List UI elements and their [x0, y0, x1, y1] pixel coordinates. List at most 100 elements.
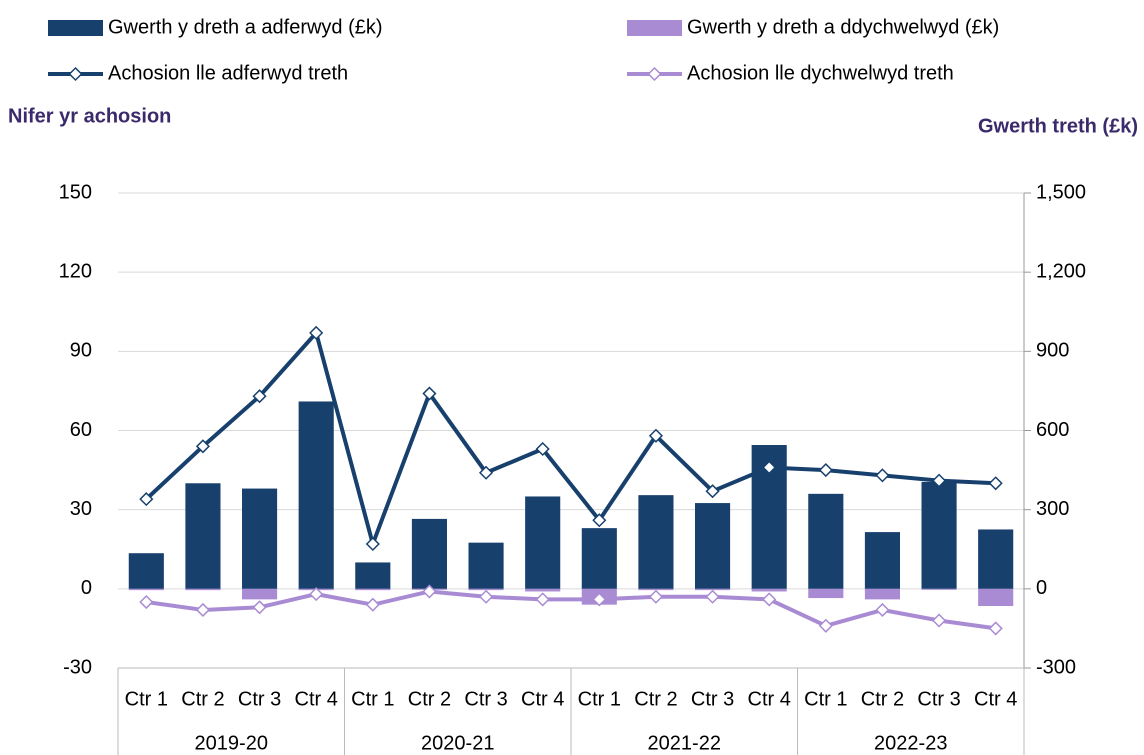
line-marker [252, 389, 267, 404]
x-tick-label: Ctr 1 [125, 688, 168, 710]
legend-label: Gwerth y dreth a ddychwelwyd (£k) [687, 16, 999, 38]
line-marker [479, 465, 494, 480]
line-marker [422, 584, 437, 599]
bar [298, 401, 334, 589]
line-marker [422, 386, 437, 401]
bar [638, 588, 674, 591]
y2-tick-label: 600 [1036, 419, 1069, 441]
line-marker [592, 513, 607, 528]
bar [921, 481, 957, 589]
legend-swatch [48, 20, 103, 36]
bar [355, 562, 391, 589]
legend-label: Achosion lle dychwelwyd treth [687, 62, 954, 84]
x-tick-label: Ctr 3 [917, 688, 960, 710]
line-marker [195, 439, 210, 454]
legend-swatch [627, 20, 682, 36]
x-tick-label: Ctr 1 [351, 688, 394, 710]
line-marker [139, 492, 154, 507]
y2-axis-title: Gwerth treth (£k) [978, 115, 1138, 137]
line-marker [365, 536, 380, 552]
line-marker [535, 441, 550, 457]
bar [864, 588, 900, 600]
x-tick-label: Ctr 4 [295, 688, 338, 710]
bar [185, 483, 221, 589]
bar [185, 588, 221, 591]
group-label: 2020-21 [421, 732, 494, 754]
y2-tick-label: 1,200 [1036, 260, 1086, 282]
line-marker [252, 600, 267, 615]
x-tick-label: Ctr 4 [974, 688, 1017, 710]
line-marker [932, 613, 947, 628]
y-tick-label: 60 [70, 419, 92, 441]
line-marker [875, 602, 890, 618]
line-marker [705, 484, 720, 499]
line-marker [988, 476, 1003, 491]
bar [695, 503, 731, 589]
line-marker [648, 589, 663, 604]
line-marker [705, 589, 720, 604]
line-marker [309, 325, 324, 340]
bar [242, 588, 278, 600]
line-marker [139, 594, 154, 610]
bar [128, 553, 164, 589]
x-tick-label: Ctr 3 [238, 688, 281, 710]
line [144, 330, 996, 546]
y-tick-label: 90 [70, 340, 92, 362]
x-tick-label: Ctr 2 [408, 688, 451, 710]
y2-tick-label: 0 [1036, 577, 1047, 599]
bar [355, 588, 391, 591]
x-tick-label: Ctr 2 [181, 688, 224, 710]
line-marker [875, 468, 890, 483]
legend-swatch-marker [647, 66, 662, 82]
y2-tick-label: 1,500 [1036, 181, 1086, 203]
bar [468, 542, 504, 589]
bar [978, 529, 1014, 589]
legend-label: Gwerth y dreth a adferwyd (£k) [108, 16, 383, 38]
x-tick-label: Ctr 4 [748, 688, 791, 710]
line [146, 589, 996, 631]
line-marker [195, 602, 210, 618]
y2-tick-label: 300 [1036, 498, 1069, 520]
bar [128, 588, 164, 591]
bar [864, 532, 900, 589]
y-tick-label: 0 [81, 577, 92, 599]
group-label: 2022-23 [874, 732, 947, 754]
bar [638, 495, 674, 589]
bar [921, 588, 957, 590]
x-tick-label: Ctr 2 [861, 688, 904, 710]
y2-tick-label: 900 [1036, 340, 1069, 362]
y2-tick-label: -300 [1036, 656, 1076, 678]
group-label: 2021-22 [648, 732, 721, 754]
line-marker [988, 621, 1003, 636]
x-tick-label: Ctr 4 [521, 688, 564, 710]
bar [581, 528, 617, 589]
legend-label: Achosion lle adferwyd treth [108, 62, 348, 84]
line-marker [535, 592, 550, 607]
bar [468, 588, 504, 591]
line-marker [762, 592, 777, 607]
bar [695, 588, 731, 591]
line-marker [932, 473, 947, 488]
bar [808, 588, 844, 599]
legend-swatch-marker [68, 66, 83, 82]
y-tick-label: -30 [63, 656, 92, 678]
line-marker [818, 463, 833, 478]
group-label: 2019-20 [195, 732, 268, 754]
line-marker [818, 618, 833, 633]
line-marker [309, 587, 324, 602]
x-tick-label: Ctr 3 [464, 688, 507, 710]
bar [525, 496, 561, 589]
line-marker [648, 428, 663, 443]
bar [242, 488, 278, 589]
y-tick-label: 30 [70, 498, 92, 520]
line-marker [365, 597, 380, 612]
bar [808, 493, 844, 589]
y-axis-title: Nifer yr achosion [8, 105, 171, 127]
line-marker [479, 589, 494, 604]
x-tick-label: Ctr 1 [804, 688, 847, 710]
y-tick-label: 120 [59, 260, 92, 282]
line-marker [592, 592, 607, 607]
y-tick-label: 150 [59, 181, 92, 203]
bar [751, 588, 787, 592]
